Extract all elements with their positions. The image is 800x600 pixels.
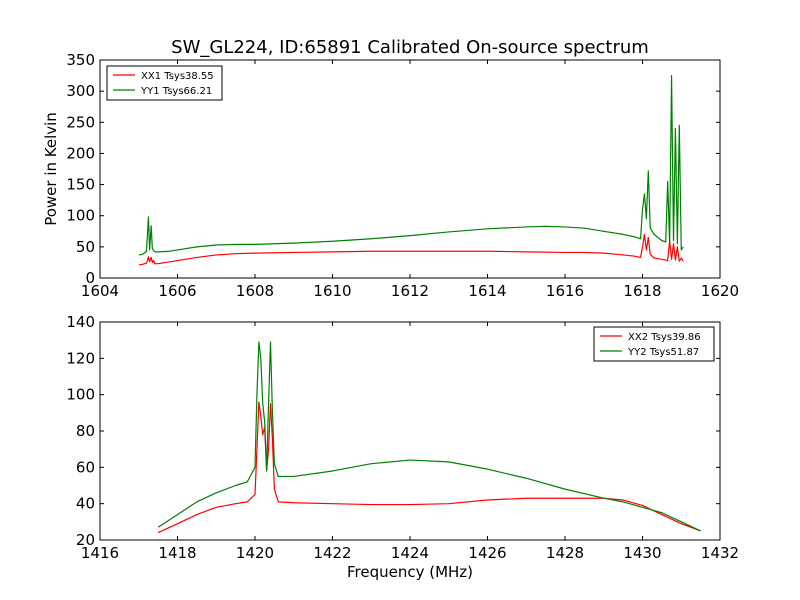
y-tick-label: 100 (66, 207, 95, 225)
y-tick-label: 40 (76, 495, 95, 513)
x-tick-label: 1608 (236, 282, 274, 300)
x-tick-label: 1618 (623, 282, 661, 300)
y-axis-label-top: Power in Kelvin (42, 112, 60, 226)
legend-box (106, 65, 223, 101)
x-tick-label: 1432 (701, 544, 739, 562)
series-line-1 (138, 233, 684, 266)
y-tick-label: 80 (76, 422, 95, 440)
legend: XX1 Tsys38.55 YY1 Tsys66.21 (106, 65, 223, 101)
x-axis-label-bottom: Frequency (MHz) (347, 563, 473, 581)
y-tick-label: 250 (66, 113, 95, 131)
y-tick-label: 50 (76, 238, 95, 256)
x-tick-label: 1426 (468, 544, 506, 562)
x-tick-label: 1416 (81, 544, 119, 562)
legend-label: YY2 Tsys51.87 (627, 347, 699, 358)
plot-2: 1416 1418 1420 1422 1424 1426 1428 1430 1432 20 40… (66, 313, 739, 562)
legend-label: XX1 Tsys38.55 (141, 71, 214, 82)
x-tick-label: 1606 (158, 282, 196, 300)
x-tick-label: 1420 (236, 544, 274, 562)
legend-box (593, 326, 715, 362)
y-tick-label: 100 (66, 386, 95, 404)
x-tick-label: 1418 (158, 544, 196, 562)
legend-label: XX2 Tsys39.86 (628, 332, 701, 343)
y-tick-label: 120 (66, 349, 95, 367)
y-tick-label: 150 (66, 176, 95, 194)
y-tick-label: 60 (76, 458, 95, 476)
y-tick-label: 200 (66, 144, 95, 162)
legend: XX2 Tsys39.86 YY2 Tsys51.87 (593, 326, 715, 362)
x-tick-label: 1620 (701, 282, 739, 300)
x-tick-label: 1430 (623, 544, 661, 562)
y-tick-label: 0 (85, 269, 95, 287)
legend-label: YY1 Tsys66.21 (140, 86, 212, 97)
x-tick-label: 1422 (313, 544, 351, 562)
series-line-2 (138, 74, 684, 256)
y-tick-label: 300 (66, 82, 95, 100)
y-tick-label: 20 (76, 531, 95, 549)
y-tick-label: 140 (66, 313, 95, 331)
series-line-1 (157, 401, 701, 534)
x-tick-label: 1424 (391, 544, 429, 562)
y-tick-label: 350 (66, 51, 95, 69)
x-tick-label: 1604 (81, 282, 119, 300)
x-tick-label: 1428 (546, 544, 584, 562)
plot-1: 1604 1606 1608 1610 1612 1614 1616 1618 1620 0 50 1… (66, 51, 739, 300)
x-tick-label: 1610 (313, 282, 351, 300)
series-line-2 (157, 341, 701, 532)
x-tick-label: 1616 (546, 282, 584, 300)
x-tick-label: 1612 (391, 282, 429, 300)
chart-title: SW_GL224, ID:65891 Calibrated On-source … (171, 37, 649, 58)
x-tick-label: 1614 (468, 282, 506, 300)
